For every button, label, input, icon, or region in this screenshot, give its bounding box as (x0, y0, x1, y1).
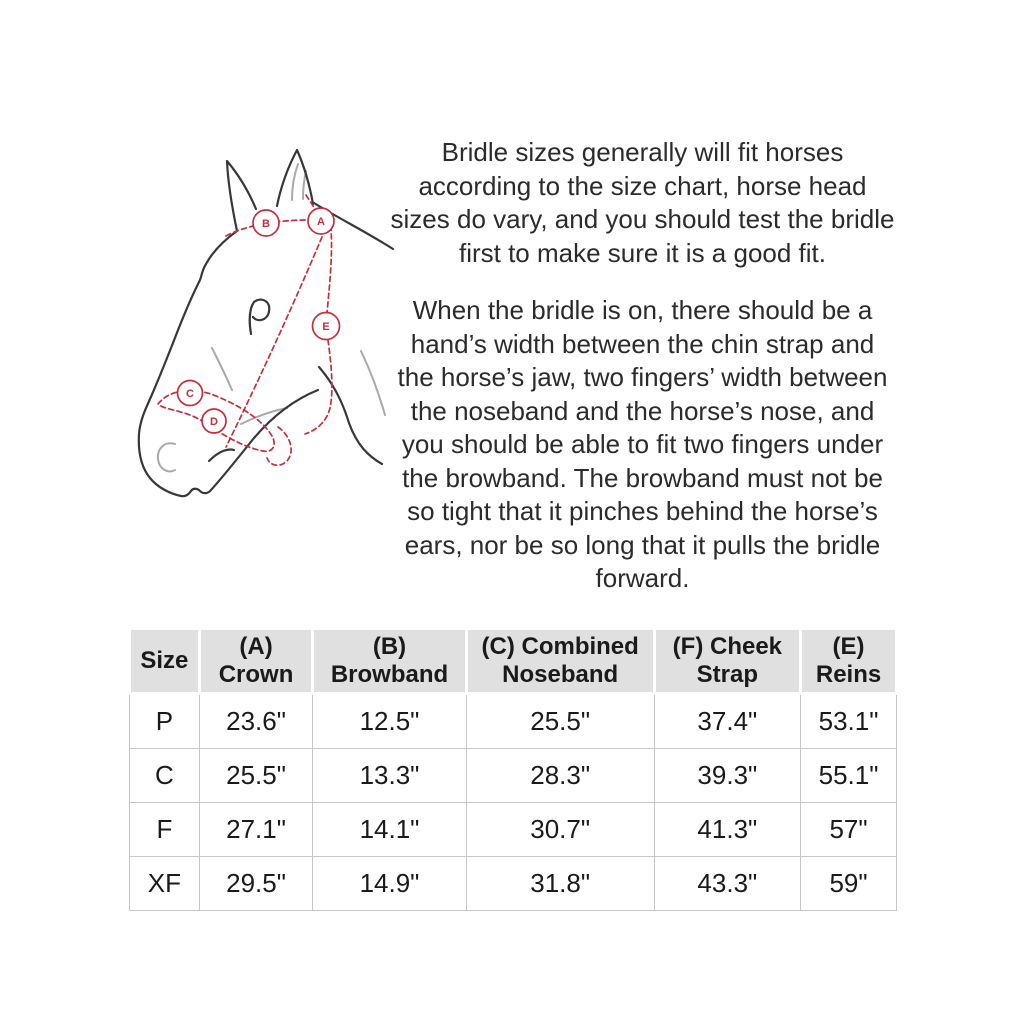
cell-browband: 14.9" (312, 856, 467, 911)
measurement-points (176, 207, 341, 434)
col-header-noseband: (C) Combined Noseband (464, 627, 656, 695)
cell-reins: 53.1" (800, 693, 897, 749)
cell-crown: 23.6" (198, 693, 314, 749)
fit-instructions-paragraph: When the bridle is on, there should be a… (397, 295, 888, 593)
measurement-point-d (201, 408, 227, 434)
table-row-c: C 25.5" 13.3" 28.3" 39.3" 55.1" (129, 748, 897, 803)
col-header-reins: (E) Reins (799, 627, 898, 695)
measurement-point-c (176, 379, 204, 407)
col-header-size: Size (128, 627, 201, 695)
cell-reins: 55.1" (800, 748, 897, 803)
horse-outline (137, 148, 395, 498)
cell-browband: 12.5" (312, 693, 467, 749)
table-header-row: Size (A) Crown (B) Browband (C) Combined… (128, 627, 898, 695)
cell-size: F (129, 802, 200, 857)
cell-crown: 27.1" (198, 802, 314, 857)
cheek-strap-line (225, 236, 323, 448)
cell-crown: 29.5" (198, 856, 314, 911)
noseband-line (157, 389, 275, 453)
measurement-point-e (311, 311, 341, 341)
intro-paragraph: Bridle sizes generally will fit horses a… (390, 137, 895, 268)
cell-size: C (129, 748, 200, 803)
cell-reins: 59" (800, 856, 897, 911)
measurement-point-a-label: A (317, 216, 325, 228)
size-chart-table: Size (A) Crown (B) Browband (C) Combined… (128, 627, 898, 911)
cell-browband: 14.1" (312, 802, 467, 857)
bridle-lines (157, 194, 333, 467)
cell-cheek-strap: 43.3" (653, 856, 802, 911)
cell-noseband: 30.7" (465, 802, 655, 857)
cell-cheek-strap: 39.3" (653, 748, 802, 803)
cell-noseband: 28.3" (465, 748, 655, 803)
measurement-point-a (307, 207, 335, 235)
horse-head-diagram: A B C D E (137, 148, 395, 498)
measurement-point-e-label: E (322, 321, 329, 333)
col-header-crown: (A) Crown (197, 627, 315, 695)
measurement-point-c-label: C (186, 388, 194, 400)
rein-line-lower (304, 339, 333, 435)
cell-noseband: 31.8" (465, 856, 655, 911)
cell-browband: 13.3" (312, 748, 467, 803)
col-header-browband: (B) Browband (311, 627, 468, 695)
cell-size: XF (129, 856, 200, 911)
col-header-cheek-strap: (F) Cheek Strap (652, 627, 803, 695)
measurement-point-b-label: B (262, 218, 270, 230)
sizing-text-column: Bridle sizes generally will fit horses a… (390, 136, 895, 596)
table-row-f: F 27.1" 14.1" 30.7" 41.3" 57" (129, 802, 897, 857)
chin-strap-line (266, 426, 292, 467)
cell-crown: 25.5" (198, 748, 314, 803)
cell-cheek-strap: 37.4" (653, 693, 802, 749)
cell-noseband: 25.5" (465, 693, 655, 749)
measurement-point-b (252, 209, 280, 237)
table-row-p: P 23.6" 12.5" 25.5" 37.4" 53.1" (129, 693, 897, 749)
cell-reins: 57" (800, 802, 897, 857)
cell-cheek-strap: 41.3" (653, 802, 802, 857)
cell-size: P (129, 693, 200, 749)
measurement-point-d-label: D (210, 416, 218, 428)
table-row-xf: XF 29.5" 14.9" 31.8" 43.3" 59" (129, 856, 897, 911)
